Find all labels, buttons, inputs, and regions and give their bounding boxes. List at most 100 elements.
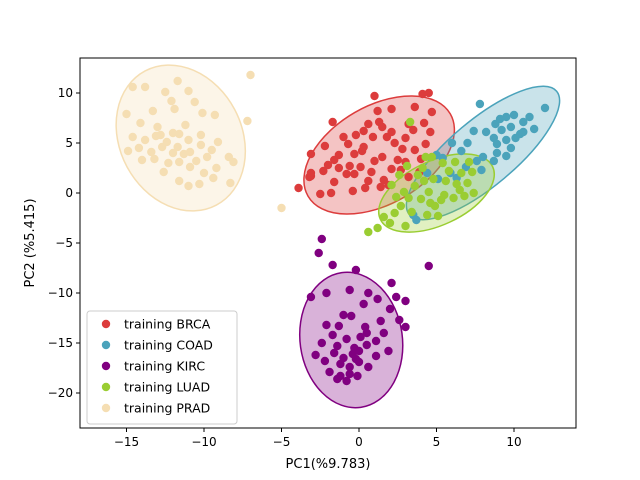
data-point [393, 155, 402, 165]
data-point [463, 178, 472, 188]
data-point [387, 180, 396, 190]
data-point [478, 152, 488, 162]
data-point [164, 158, 173, 168]
data-point [421, 139, 430, 149]
data-point [396, 201, 406, 211]
data-point [322, 320, 331, 330]
data-point [184, 86, 193, 96]
data-point [359, 299, 368, 309]
data-point [246, 70, 255, 80]
data-point [185, 162, 195, 172]
data-point [440, 190, 449, 200]
y-tick-label: −10 [48, 286, 73, 300]
data-point [359, 142, 368, 152]
data-point [447, 138, 457, 148]
data-point [319, 166, 328, 176]
data-point [401, 322, 410, 332]
data-point [311, 350, 320, 360]
x-tick-label: −15 [114, 435, 139, 449]
data-point [364, 176, 373, 186]
data-point [416, 194, 426, 204]
data-point [426, 127, 435, 137]
data-point [175, 157, 184, 167]
data-point [195, 179, 204, 189]
data-point [317, 338, 326, 348]
data-point [354, 346, 364, 356]
data-point [378, 152, 387, 162]
legend: training BRCA training COAD training KIRC t… [86, 310, 238, 425]
data-point [409, 125, 418, 135]
data-point [351, 354, 361, 364]
data-point [467, 167, 477, 177]
data-point [399, 187, 409, 197]
x-tick-label: 0 [355, 435, 363, 449]
data-point [153, 122, 162, 132]
data-point [170, 104, 179, 114]
data-point [430, 201, 440, 211]
data-point [444, 166, 454, 176]
data-point [525, 112, 534, 122]
data-point [359, 126, 368, 136]
training-kirc-ellipse-shape [298, 271, 404, 409]
training-coad-points [409, 99, 550, 225]
data-point [407, 207, 416, 217]
legend-label: training LUAD [124, 380, 210, 395]
data-point [345, 369, 354, 379]
data-point [427, 152, 437, 162]
data-point [492, 148, 502, 158]
data-point [140, 135, 150, 145]
data-point [342, 376, 351, 386]
data-point [367, 167, 376, 177]
data-point [128, 82, 137, 92]
data-point [455, 185, 464, 195]
data-point [477, 165, 486, 175]
data-point [378, 122, 387, 132]
training-prad-points [122, 70, 286, 213]
data-point [464, 157, 474, 167]
data-point [519, 127, 528, 137]
data-point [334, 321, 344, 331]
data-point [401, 221, 410, 231]
data-point [433, 211, 443, 221]
data-point [376, 182, 385, 192]
data-point [469, 188, 478, 198]
legend-label: training KIRC [124, 359, 205, 374]
legend-marker [101, 319, 111, 329]
data-point [161, 87, 170, 97]
data-point [410, 181, 419, 191]
data-point [410, 145, 419, 155]
data-point [350, 149, 359, 159]
data-point [185, 147, 195, 157]
data-point [398, 144, 407, 154]
data-point [128, 132, 137, 142]
data-point [175, 129, 184, 139]
data-point [540, 103, 550, 113]
data-point [317, 234, 326, 244]
data-point [336, 359, 345, 369]
data-point [418, 163, 427, 173]
data-point [181, 120, 190, 130]
data-point [395, 315, 404, 325]
data-point [345, 285, 354, 295]
data-point [348, 186, 357, 196]
data-point [489, 156, 499, 166]
data-point [390, 138, 399, 148]
data-point [385, 304, 395, 314]
data-point [376, 316, 385, 326]
y-tick-label: −15 [48, 336, 73, 350]
y-axis-ticks: −20 −15 −10 −5 0 5 10 [48, 86, 80, 400]
data-point [322, 288, 331, 298]
x-tick-label: −10 [191, 435, 216, 449]
data-point [371, 336, 381, 346]
data-point [371, 351, 381, 361]
data-point [339, 310, 348, 320]
data-point [506, 122, 516, 132]
data-point [330, 348, 339, 358]
data-point [529, 124, 539, 134]
data-point [424, 187, 433, 197]
data-point [368, 132, 378, 142]
data-point [373, 294, 382, 304]
data-point [351, 130, 361, 140]
data-point [353, 371, 362, 381]
data-point [373, 223, 382, 233]
